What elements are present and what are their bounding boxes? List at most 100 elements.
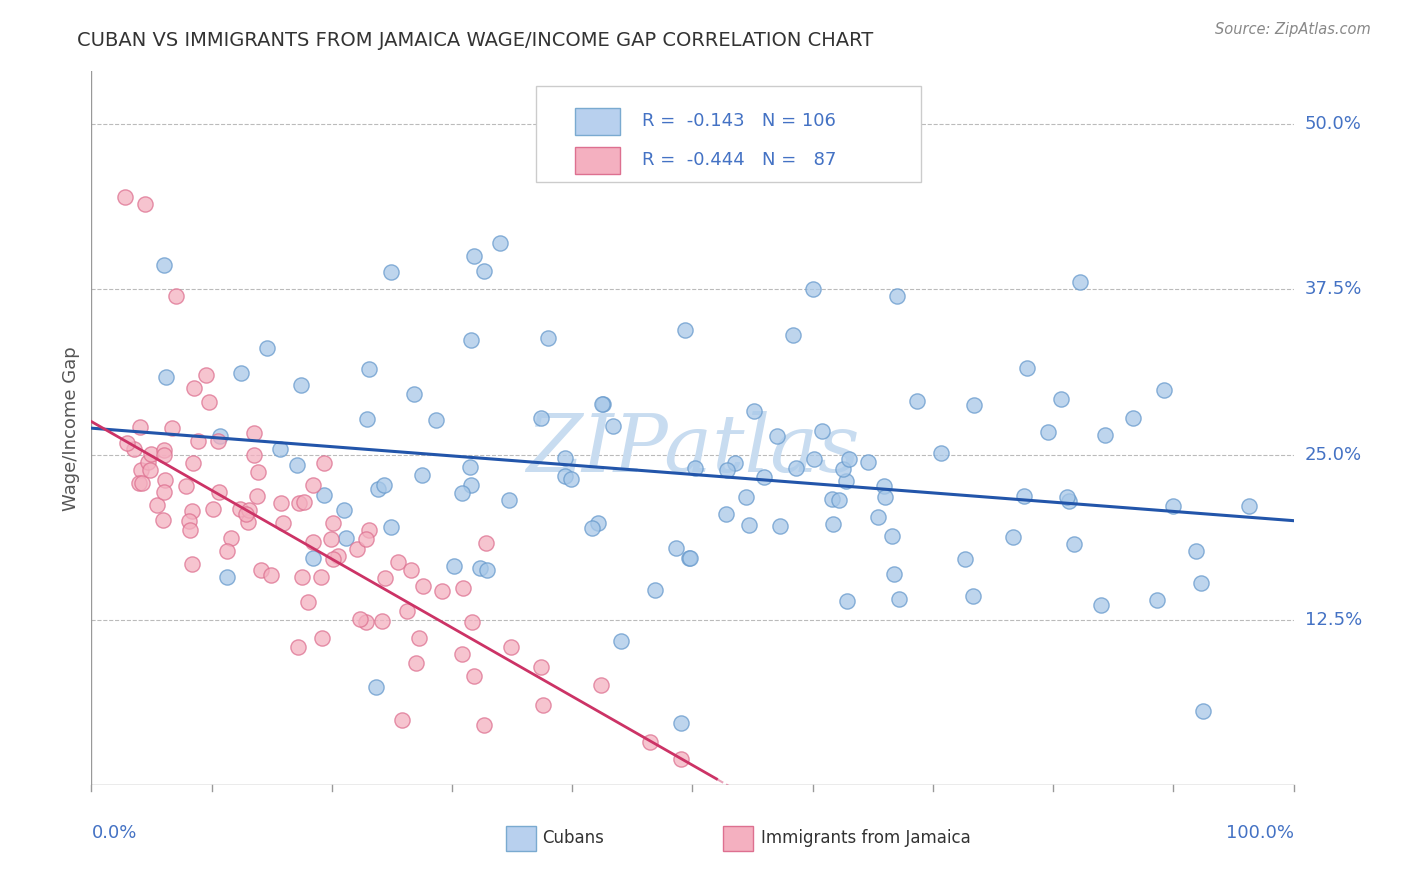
Point <box>242 448 264 462</box>
Text: Immigrants from Jamaica: Immigrants from Jamaica <box>761 830 970 847</box>
Point <box>1189 576 1212 591</box>
Point <box>243 425 266 440</box>
Point <box>181 456 204 470</box>
Text: 37.5%: 37.5% <box>1305 280 1362 299</box>
Point <box>609 136 631 151</box>
Text: CUBAN VS IMMIGRANTS FROM JAMAICA WAGE/INCOME GAP CORRELATION CHART: CUBAN VS IMMIGRANTS FROM JAMAICA WAGE/IN… <box>77 31 873 50</box>
Point <box>475 536 498 550</box>
Point <box>195 368 218 383</box>
Point <box>404 387 426 401</box>
Point <box>354 533 377 547</box>
Point <box>177 514 200 528</box>
Point <box>139 463 162 477</box>
Point <box>458 459 481 474</box>
Point <box>1001 530 1024 544</box>
Point <box>530 660 553 674</box>
Point <box>412 579 434 593</box>
Point <box>754 469 776 483</box>
Point <box>475 563 498 577</box>
Point <box>734 490 756 504</box>
Point <box>1161 500 1184 514</box>
Point <box>785 460 807 475</box>
Point <box>354 615 377 630</box>
Point <box>256 341 278 355</box>
Point <box>554 468 576 483</box>
Point <box>215 544 238 558</box>
Point <box>430 583 453 598</box>
Point <box>146 498 169 512</box>
Point <box>319 533 342 547</box>
Point <box>131 476 153 491</box>
Point <box>669 751 692 765</box>
Point <box>880 529 903 543</box>
Point <box>962 589 984 603</box>
Point <box>610 634 633 648</box>
Point <box>198 395 221 409</box>
Point <box>380 265 402 279</box>
Point <box>287 640 309 654</box>
Point <box>724 457 747 471</box>
Point <box>152 448 174 462</box>
Point <box>408 631 430 645</box>
Point <box>592 397 614 411</box>
Point <box>1056 490 1078 504</box>
Point <box>129 463 152 477</box>
Point <box>229 366 252 380</box>
Point <box>357 523 380 537</box>
Point <box>737 518 759 533</box>
Point <box>828 493 851 508</box>
Point <box>929 446 952 460</box>
Point <box>1069 275 1091 289</box>
Point <box>312 456 335 470</box>
Point <box>531 698 554 712</box>
Point <box>644 583 666 598</box>
Point <box>472 264 495 278</box>
Point <box>217 569 239 583</box>
Point <box>238 503 260 517</box>
Point <box>834 475 856 489</box>
Point <box>905 393 928 408</box>
Point <box>766 429 789 443</box>
Point <box>460 478 482 492</box>
Point <box>122 442 145 456</box>
Point <box>1184 543 1206 558</box>
Point <box>560 472 582 486</box>
Point <box>425 413 447 427</box>
Point <box>1012 489 1035 503</box>
Point <box>117 435 139 450</box>
Point <box>160 421 183 435</box>
Point <box>152 513 174 527</box>
Point <box>769 519 792 533</box>
Point <box>443 559 465 574</box>
Point <box>451 486 474 500</box>
Point <box>153 485 176 500</box>
Point <box>311 631 333 645</box>
Point <box>589 678 612 692</box>
Point <box>235 507 257 521</box>
Point <box>249 563 271 577</box>
Point <box>302 477 325 491</box>
Point <box>269 442 291 456</box>
Point <box>246 489 269 503</box>
Point <box>673 323 696 337</box>
Point <box>302 535 325 549</box>
Point <box>887 592 910 607</box>
Point <box>1015 361 1038 376</box>
Point <box>1122 410 1144 425</box>
Point <box>872 478 894 492</box>
Point <box>537 331 560 345</box>
Point <box>155 369 177 384</box>
Point <box>366 680 388 694</box>
Point <box>460 333 482 347</box>
Point <box>153 473 176 487</box>
FancyBboxPatch shape <box>506 826 536 851</box>
Point <box>886 289 908 303</box>
Point <box>1049 392 1071 406</box>
Point <box>803 452 825 467</box>
Point <box>1191 704 1213 718</box>
Point <box>322 516 344 531</box>
Point <box>866 509 889 524</box>
Point <box>229 502 252 516</box>
Point <box>335 531 357 545</box>
Point <box>498 493 520 508</box>
